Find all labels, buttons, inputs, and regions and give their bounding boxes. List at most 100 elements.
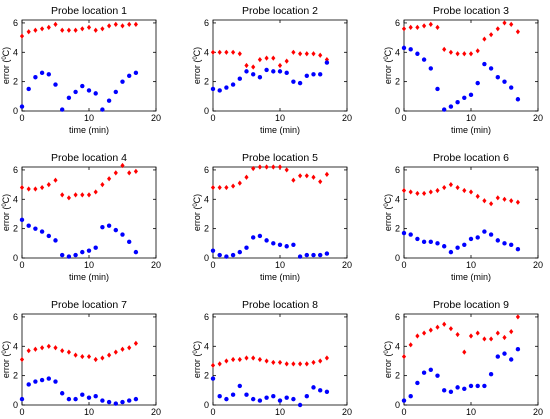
red-diamond-point [120, 346, 125, 352]
red-diamond-point [311, 174, 316, 180]
y-tick-label: 2 [395, 224, 400, 234]
plot-area-frame [21, 19, 157, 112]
red-diamond-point [482, 336, 487, 342]
y-axis-label-superscript: 0 [384, 56, 390, 60]
blue-circle-point [73, 252, 78, 258]
y-tick-label: 6 [395, 18, 400, 28]
blue-circle-point [421, 239, 427, 245]
red-diamond-point [422, 23, 427, 29]
red-diamond-point [435, 324, 440, 330]
red-diamond-point [435, 24, 440, 30]
y-tick-label: 6 [204, 165, 209, 175]
x-axis-label: time (min) [451, 125, 491, 135]
blue-circle-point [415, 380, 420, 386]
y-axis-label-text: error ( [192, 60, 202, 85]
red-diamond-point [271, 55, 276, 61]
blue-circle-point [515, 97, 521, 102]
blue-circle-point [311, 72, 316, 77]
blue-circle-point [284, 70, 289, 76]
red-diamond-point [495, 330, 500, 336]
red-diamond-point [442, 184, 447, 191]
x-tick-label: 0 [210, 113, 215, 123]
red-diamond-point [284, 361, 289, 367]
red-diamond-point [509, 329, 514, 335]
red-diamond-point [26, 186, 31, 192]
red-diamond-point [210, 184, 216, 191]
red-diamond-point [495, 195, 500, 201]
red-diamond-point [298, 173, 303, 179]
blue-circle-point [66, 396, 72, 402]
blue-circle-point [106, 223, 112, 228]
blue-circle-point [488, 371, 494, 377]
y-tick-label: 4 [395, 194, 400, 204]
plot-area-frame [21, 313, 157, 406]
red-diamond-point [284, 167, 289, 173]
y-tick-label: 2 [204, 371, 209, 381]
blue-circle-point [26, 223, 31, 228]
red-diamond-point [401, 353, 407, 360]
y-tick-label: 2 [395, 77, 400, 87]
blue-circle-point [421, 57, 427, 62]
y-tick-label: 4 [13, 47, 18, 57]
blue-circle-point [264, 238, 269, 243]
red-diamond-point [217, 184, 222, 191]
red-diamond-point [217, 361, 222, 367]
blue-circle-point [284, 244, 289, 249]
red-diamond-point [422, 190, 427, 197]
y-axis-label-unit: C) [383, 47, 393, 57]
red-diamond-point [257, 164, 262, 170]
blue-circle-point [244, 69, 249, 74]
blue-circle-point [408, 393, 413, 399]
x-tick-label: 0 [19, 260, 24, 270]
red-diamond-point [237, 180, 242, 186]
x-tick-label: 10 [84, 407, 94, 417]
blue-circle-point [257, 233, 263, 239]
y-axis-label-superscript: 0 [193, 203, 199, 207]
red-diamond-point [442, 321, 447, 327]
blue-circle-point [502, 79, 507, 84]
blue-circle-point [224, 85, 229, 90]
blue-circle-point [93, 245, 98, 250]
blue-circle-point [318, 388, 323, 393]
blue-circle-point [127, 398, 132, 403]
x-tick-label: 0 [401, 113, 406, 123]
red-diamond-point [408, 189, 413, 195]
blue-circle-point [251, 396, 256, 402]
red-diamond-point [284, 58, 289, 64]
blue-circle-point [19, 217, 25, 223]
x-tick-label: 20 [533, 113, 543, 123]
y-axis-label: error (0C) [383, 341, 393, 378]
x-axis-label: time (min) [69, 125, 109, 135]
x-axis-label: time (min) [69, 272, 109, 282]
red-diamond-point [502, 334, 507, 341]
red-diamond-point [237, 356, 242, 363]
subplot-title: Probe location 9 [433, 299, 509, 311]
red-diamond-point [60, 27, 65, 33]
red-diamond-point [271, 359, 276, 366]
red-diamond-point [298, 361, 303, 367]
y-axis-label-text: error ( [1, 354, 11, 379]
blue-circle-point [482, 383, 487, 389]
y-axis-label: error (0C) [192, 47, 202, 84]
y-tick-label: 0 [204, 253, 209, 263]
red-diamond-point [231, 183, 236, 189]
y-axis-label-text: error ( [1, 60, 11, 85]
red-diamond-point [73, 192, 78, 198]
red-diamond-point [244, 355, 249, 361]
y-tick-label: 2 [204, 77, 209, 87]
x-tick-label: 0 [19, 407, 24, 417]
blue-circle-point [33, 226, 38, 231]
red-diamond-point [509, 198, 514, 204]
blue-circle-point [133, 396, 139, 402]
blue-circle-point [73, 396, 78, 402]
x-tick-label: 10 [466, 260, 476, 270]
blue-circle-point [428, 367, 433, 372]
red-diamond-point [468, 333, 474, 339]
red-diamond-point [489, 336, 494, 342]
red-diamond-point [127, 345, 132, 351]
blue-circle-point [462, 386, 467, 392]
red-diamond-point [428, 189, 433, 195]
red-diamond-point [442, 46, 447, 52]
red-diamond-point [40, 26, 45, 32]
y-axis-label-unit: C) [1, 47, 11, 57]
